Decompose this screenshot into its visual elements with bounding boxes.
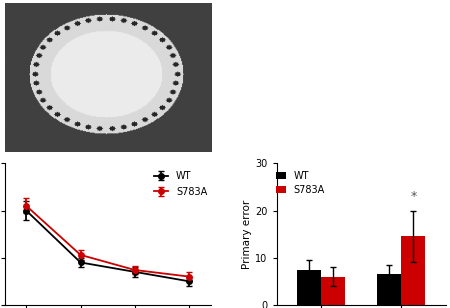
Legend: WT, S783A: WT, S783A xyxy=(151,168,210,200)
Legend: WT, S783A: WT, S783A xyxy=(273,168,328,198)
Bar xyxy=(401,237,425,305)
Bar xyxy=(377,274,401,305)
Bar xyxy=(297,270,321,305)
Text: *: * xyxy=(410,190,416,204)
Bar xyxy=(321,277,345,305)
Y-axis label: Primary error: Primary error xyxy=(243,200,252,269)
